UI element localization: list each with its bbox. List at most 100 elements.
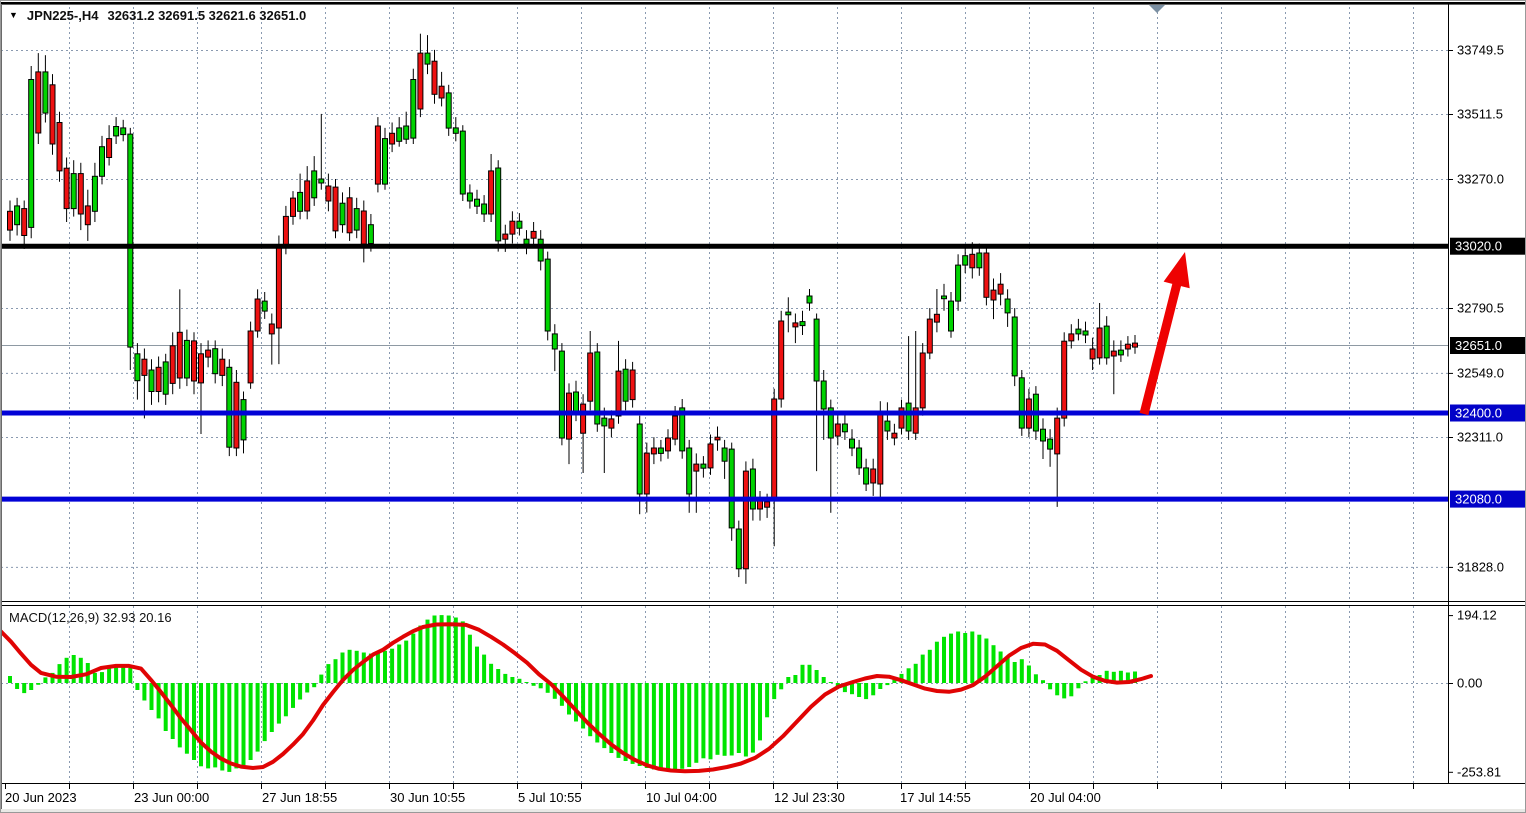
candle-body [997, 283, 1004, 295]
candle-body [757, 500, 763, 510]
macd-histogram-bar [772, 683, 777, 700]
macd-histogram-bar [913, 663, 918, 683]
macd-histogram-bar [934, 641, 939, 683]
candle-body [282, 215, 289, 246]
candle-body [120, 127, 127, 136]
macd-histogram-bar [552, 683, 557, 699]
macd-histogram-bar [701, 683, 706, 759]
time-tick-label: 30 Jun 10:55 [390, 790, 465, 805]
candle-body [1103, 325, 1110, 359]
macd-histogram-bar [1133, 671, 1137, 683]
macd-histogram-bar [340, 652, 345, 683]
candle-body [622, 368, 629, 402]
macd-histogram-bar [984, 638, 989, 683]
candle-body [912, 407, 919, 434]
candle-body [474, 198, 480, 207]
candle-body [636, 423, 643, 495]
macd-histogram-bar [163, 683, 168, 731]
macd-histogram-bar [22, 683, 27, 694]
ohlc-quote-label: 32631.2 32691.5 32621.6 32651.0 [107, 8, 307, 23]
price-tick-label: 32311.0 [1457, 430, 1503, 445]
macd-histogram-bar [368, 653, 373, 683]
macd-histogram-bar [857, 683, 862, 697]
macd-histogram-bar [581, 683, 586, 729]
candle-body [764, 501, 771, 508]
macd-histogram-bar [828, 682, 833, 683]
price-tick-label: 33270.0 [1457, 172, 1504, 187]
candle-body [254, 298, 261, 332]
candle-body [962, 255, 969, 266]
candle-body [792, 322, 799, 328]
macd-histogram-bar [121, 666, 126, 683]
candle-body [679, 407, 686, 452]
macd-histogram-bar [998, 651, 1003, 683]
macd-histogram-bar [1041, 680, 1045, 683]
macd-histogram-bar [673, 683, 678, 771]
candle-body [686, 447, 693, 495]
macd-histogram-bar [234, 683, 239, 769]
macd-histogram-bar [1012, 662, 1017, 683]
macd-histogram-bar [864, 683, 869, 700]
candle-body [608, 418, 615, 429]
macd-histogram-bar [963, 633, 968, 683]
macd-histogram-bar [949, 633, 953, 683]
macd-histogram-bar [220, 683, 225, 771]
candle-body [77, 173, 84, 215]
price-tick-label: 31828.0 [1457, 559, 1504, 574]
macd-histogram-bar [489, 663, 494, 683]
candle-body [650, 447, 657, 455]
price-axis[interactable]: 33749.5 33511.5 33270.0 32790.5 32549.0 32311… [1448, 43, 1526, 780]
macd-histogram-bar [404, 640, 409, 683]
candle-body [587, 352, 594, 402]
candle-body [1061, 340, 1068, 419]
macd-histogram-bar [453, 617, 458, 683]
macd-histogram-bar [411, 633, 416, 683]
macd-histogram-bar [425, 619, 430, 683]
symbol-dropdown-icon[interactable]: ▼ [9, 10, 18, 20]
candle-body [544, 258, 551, 332]
trend-arrow[interactable] [1139, 252, 1190, 416]
candle-body [955, 264, 962, 302]
time-tick-label: 27 Jun 18:55 [262, 790, 337, 805]
macd-histogram-bar [991, 645, 996, 683]
candle-body [665, 437, 671, 452]
time-axis[interactable]: 20 Jun 2023 23 Jun 00:00 27 Jun 18:55 30 Ju… [5, 784, 1414, 805]
candle-body [1018, 377, 1025, 429]
candle-body [969, 253, 976, 269]
candle-body [672, 415, 679, 440]
candle-body [268, 323, 275, 335]
scroll-end-marker-icon[interactable] [1149, 5, 1165, 13]
candle-body [148, 369, 155, 392]
macd-histogram-bar [142, 683, 147, 701]
grid-layer [1, 7, 1448, 783]
candle-body [742, 470, 749, 570]
macd-histogram-bar [482, 654, 487, 683]
price-tick-label: 33511.5 [1457, 107, 1503, 122]
macd-histogram-bar [630, 683, 635, 764]
candle-body [360, 210, 367, 245]
candle-body [1132, 342, 1138, 348]
candle-body [431, 60, 438, 95]
candle-body [530, 230, 537, 239]
candle-body [849, 438, 855, 449]
candle-body [1068, 333, 1075, 342]
candle-body [382, 138, 388, 185]
macd-histogram-bar [418, 625, 423, 683]
candle-body [558, 350, 565, 439]
macd-histogram-bar [758, 683, 762, 741]
candle-body [870, 468, 877, 484]
macd-histogram-bar [283, 683, 288, 717]
macd-histogram-bar [658, 683, 663, 771]
macd-histogram-bar [956, 631, 961, 683]
candle-body [516, 220, 523, 229]
candle-body [523, 238, 530, 245]
macd-histogram-bar [206, 683, 211, 769]
macd-histogram-bar [213, 683, 218, 768]
candle-body [905, 402, 912, 432]
macd-histogram-bar [906, 668, 911, 683]
macd-tick-label: -253.81 [1457, 764, 1501, 779]
candle-body [481, 203, 488, 215]
macd-histogram-bar [637, 683, 642, 766]
macd-histogram-bar [765, 683, 770, 718]
